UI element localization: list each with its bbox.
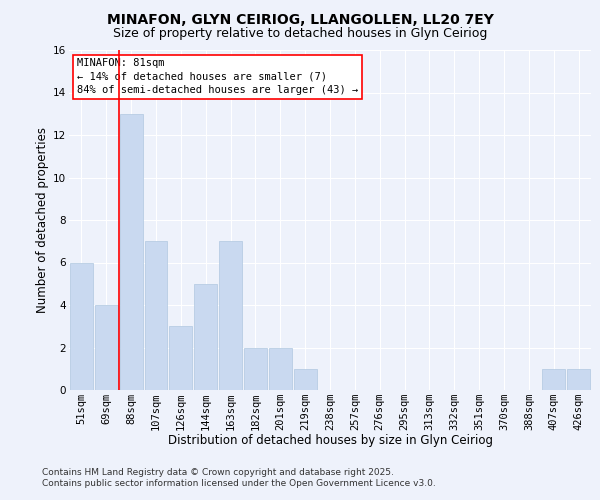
Bar — [567, 369, 590, 390]
Bar — [269, 348, 292, 390]
Bar — [70, 262, 93, 390]
X-axis label: Distribution of detached houses by size in Glyn Ceiriog: Distribution of detached houses by size … — [167, 434, 493, 448]
Y-axis label: Number of detached properties: Number of detached properties — [36, 127, 49, 313]
Text: Contains HM Land Registry data © Crown copyright and database right 2025.
Contai: Contains HM Land Registry data © Crown c… — [42, 468, 436, 487]
Bar — [294, 369, 317, 390]
Text: MINAFON, GLYN CEIRIOG, LLANGOLLEN, LL20 7EY: MINAFON, GLYN CEIRIOG, LLANGOLLEN, LL20 … — [107, 12, 493, 26]
Bar — [145, 242, 167, 390]
Text: MINAFON: 81sqm
← 14% of detached houses are smaller (7)
84% of semi-detached hou: MINAFON: 81sqm ← 14% of detached houses … — [77, 58, 358, 95]
Bar — [120, 114, 143, 390]
Bar — [169, 326, 192, 390]
Bar — [95, 305, 118, 390]
Bar — [244, 348, 267, 390]
Bar — [194, 284, 217, 390]
Text: Size of property relative to detached houses in Glyn Ceiriog: Size of property relative to detached ho… — [113, 28, 487, 40]
Bar — [542, 369, 565, 390]
Bar — [219, 242, 242, 390]
